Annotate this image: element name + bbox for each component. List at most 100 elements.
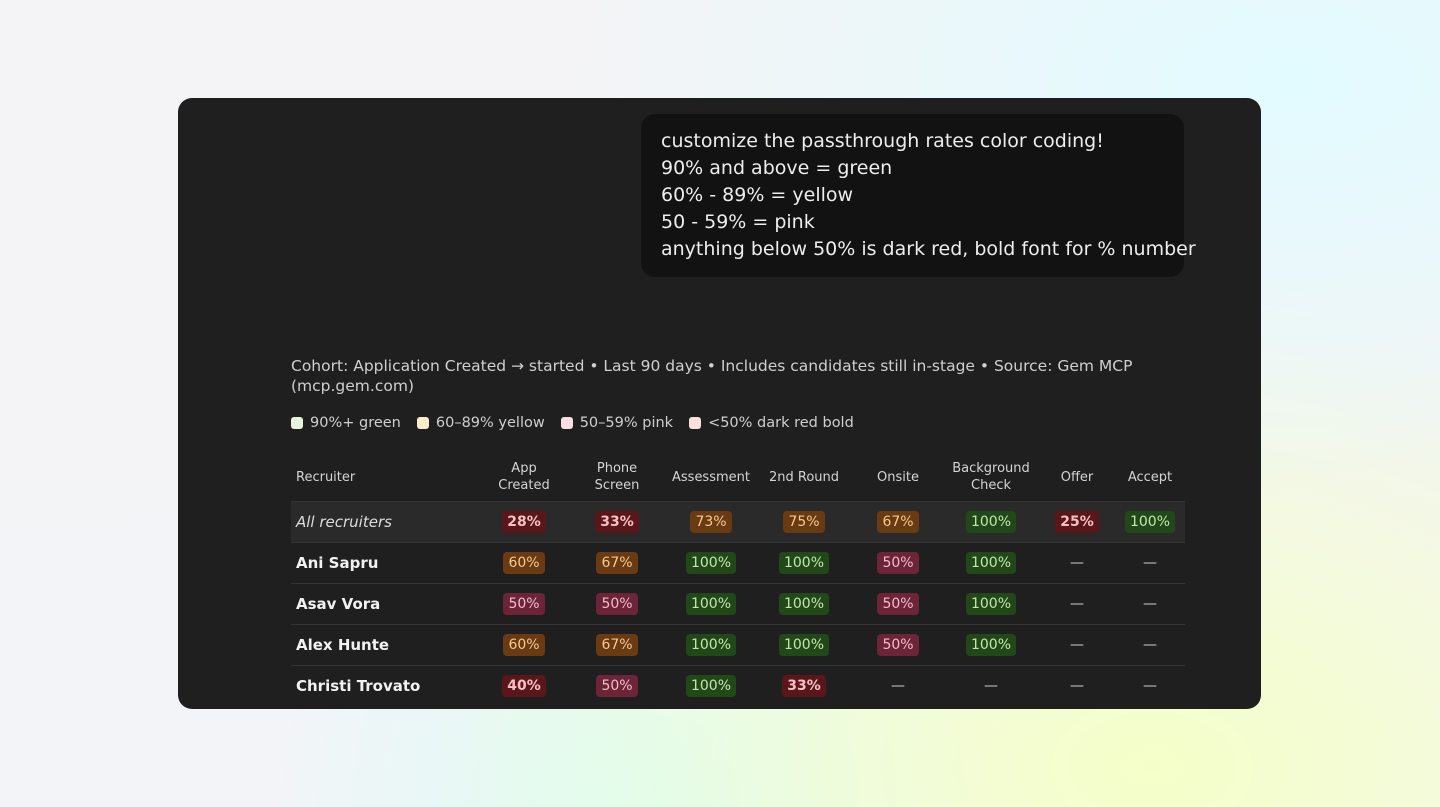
header-line: Recruiter <box>296 469 356 485</box>
header-row: Recruiter App Created Phone Screen Assessment… <box>291 453 1185 502</box>
rate-badge: 50% <box>877 552 919 574</box>
rate-badge: 28% <box>502 511 546 533</box>
rate-badge: 67% <box>877 511 919 533</box>
rate-cell: 100% <box>755 624 853 666</box>
rate-cell: 100% <box>943 583 1039 625</box>
legend-item: <50% dark red bold <box>689 415 854 431</box>
column-header: App Created <box>481 453 567 502</box>
rate-badge: 50% <box>877 593 919 615</box>
rate-cell: 50% <box>567 583 667 625</box>
rate-badge: 100% <box>965 634 1017 656</box>
header-line: Onsite <box>877 469 919 485</box>
cohort-caption: Cohort: Application Created → started • … <box>291 357 1133 395</box>
rate-badge: 100% <box>965 593 1017 615</box>
column-header: Background Check <box>943 453 1039 502</box>
rate-cell: 100% <box>1115 501 1185 543</box>
rate-badge: 100% <box>778 552 830 574</box>
rate-badge: 33% <box>782 675 826 697</box>
rate-cell: 100% <box>943 542 1039 584</box>
rate-badge: 50% <box>596 675 638 697</box>
header-line: Accept <box>1127 469 1173 485</box>
table-row: Christi Trovato 40% 50% 100% 33% — — — — <box>291 665 1185 706</box>
header-line: App <box>511 461 537 476</box>
header-line: Phone <box>596 461 638 476</box>
legend-label: 90%+ green <box>310 415 401 431</box>
rate-cell: — <box>1039 542 1115 584</box>
rate-cell: 67% <box>567 542 667 584</box>
empty-rate: — <box>1070 555 1084 571</box>
rate-badge: 100% <box>685 634 737 656</box>
message-line: anything below 50% is dark red, bold fon… <box>661 238 1196 260</box>
column-header: Offer <box>1039 453 1115 502</box>
passthrough-table: Recruiter App Created Phone Screen Assessment… <box>291 453 1185 706</box>
rate-badge: 73% <box>690 511 732 533</box>
rate-badge: 50% <box>877 634 919 656</box>
legend-swatch <box>416 417 429 429</box>
legend-label: 60–89% yellow <box>435 415 545 431</box>
rate-badge: 100% <box>685 552 737 574</box>
rate-cell: 100% <box>667 624 755 666</box>
rate-badge: 100% <box>1124 511 1176 533</box>
rate-badge: 60% <box>503 552 545 574</box>
rate-cell: — <box>1039 665 1115 706</box>
rate-cell: 50% <box>853 542 943 584</box>
header-line: Offer <box>1060 469 1094 485</box>
rate-cell: 75% <box>755 501 853 543</box>
rate-badge: 100% <box>685 593 737 615</box>
rate-cell: — <box>1115 583 1185 625</box>
empty-rate: — <box>1070 637 1084 653</box>
table-body: All recruiters 28% 33% 73% 75% 67% 100% 25% 100%… <box>291 501 1185 706</box>
rate-cell: 50% <box>853 583 943 625</box>
rate-badge: 100% <box>965 511 1017 533</box>
rate-cell: 50% <box>481 583 567 625</box>
empty-rate: — <box>891 678 905 694</box>
rate-cell: 28% <box>481 501 567 543</box>
recruiter-name: All recruiters <box>291 501 481 543</box>
rate-cell: 50% <box>853 624 943 666</box>
rate-cell: 100% <box>667 583 755 625</box>
recruiter-name: Alex Hunte <box>291 624 481 666</box>
table-row: Ani Sapru 60% 67% 100% 100% 50% 100% — — <box>291 542 1185 584</box>
header-line: Background <box>952 461 1030 476</box>
table-row: All recruiters 28% 33% 73% 75% 67% 100% 25% 100% <box>291 501 1185 543</box>
legend-swatch <box>560 417 573 429</box>
legend-item: 50–59% pink <box>560 415 673 431</box>
rate-badge: 100% <box>778 634 830 656</box>
chat-card: customize the passthrough rates color co… <box>178 98 1261 709</box>
header-line: 2nd Round <box>768 469 840 485</box>
empty-rate: — <box>1143 555 1157 571</box>
rate-badge: 40% <box>502 675 546 697</box>
rate-cell: — <box>1115 624 1185 666</box>
rate-badge: 75% <box>783 511 825 533</box>
rate-badge: 60% <box>503 634 545 656</box>
rate-cell: 67% <box>853 501 943 543</box>
rate-cell: — <box>853 665 943 706</box>
message-line: 90% and above = green <box>661 157 893 179</box>
rate-cell: 33% <box>755 665 853 706</box>
column-header: Accept <box>1115 453 1185 502</box>
rate-cell: — <box>1039 624 1115 666</box>
rate-cell: 40% <box>481 665 567 706</box>
message-line: 60% - 89% = yellow <box>661 184 854 206</box>
rate-cell: 73% <box>667 501 755 543</box>
empty-rate: — <box>984 678 998 694</box>
rate-cell: 50% <box>567 665 667 706</box>
message-line: customize the passthrough rates color co… <box>661 130 1104 152</box>
rate-cell: — <box>943 665 1039 706</box>
rate-badge: 100% <box>778 593 830 615</box>
recruiter-name: Asav Vora <box>291 583 481 625</box>
table-row: Alex Hunte 60% 67% 100% 100% 50% 100% — — <box>291 624 1185 666</box>
message-bubble: customize the passthrough rates color co… <box>641 114 1196 277</box>
rate-badge: 100% <box>685 675 737 697</box>
rate-cell: 100% <box>755 583 853 625</box>
column-header: Phone Screen <box>567 453 667 502</box>
rate-badge: 67% <box>596 634 638 656</box>
legend-item: 60–89% yellow <box>416 415 545 431</box>
column-header: 2nd Round <box>755 453 853 502</box>
rate-badge: 100% <box>965 552 1017 574</box>
recruiter-name: Christi Trovato <box>291 665 481 706</box>
column-header: Onsite <box>853 453 943 502</box>
column-header: Assessment <box>667 453 755 502</box>
empty-rate: — <box>1143 596 1157 612</box>
